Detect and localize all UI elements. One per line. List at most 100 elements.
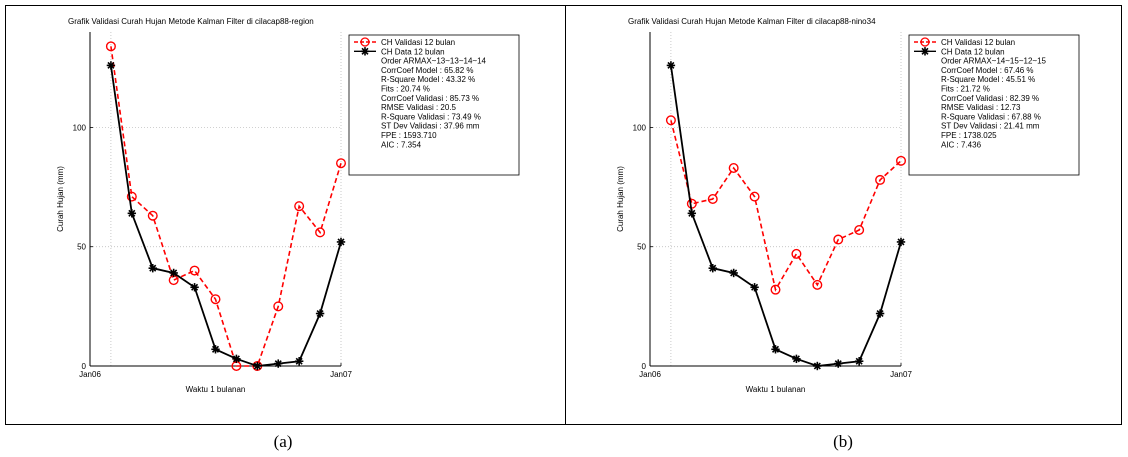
star-stroke (876, 309, 884, 318)
x-tick-label: Jan06 (79, 370, 101, 379)
star-stroke (709, 264, 717, 272)
series-0-point (749, 191, 760, 202)
legend-entry: CH Validasi 12 bulan (941, 38, 1015, 47)
star-stroke (813, 362, 821, 370)
series-0-point (707, 193, 718, 204)
x-axis-label: Waktu 1 bulanan (746, 385, 806, 394)
series-1-point (315, 309, 325, 318)
series-1-point (813, 361, 822, 371)
legend-info-line: ST Dev Validasi : 21.41 mm (941, 122, 1040, 131)
series-1-point (127, 209, 137, 218)
legend-info-line: R-Square Model : 45.51 % (941, 75, 1035, 84)
series-1-point (729, 268, 738, 278)
star-stroke (211, 345, 220, 353)
series-0-point (147, 210, 158, 221)
series-line-0 (110, 46, 342, 367)
series-0-point (728, 162, 739, 173)
y-tick-label: 50 (77, 243, 86, 252)
legend-info-line: RMSE Validasi : 20.5 (381, 103, 457, 112)
series-1-point (253, 361, 262, 371)
chart-title: Grafik Validasi Curah Hujan Metode Kalma… (68, 17, 314, 26)
series-0-point (665, 115, 676, 126)
series-1-point (750, 283, 759, 292)
series-1-point (792, 354, 801, 364)
legend-entry: CH Data 12 bulan (381, 47, 445, 56)
series-0-point (812, 279, 823, 290)
star-stroke (128, 209, 136, 217)
star-stroke (191, 283, 199, 291)
star-stroke (274, 360, 282, 368)
y-tick-label: 50 (637, 243, 646, 252)
series-1-point (336, 237, 346, 247)
chart-a-svg: Grafik Validasi Curah Hujan Metode Kalma… (56, 17, 520, 394)
legend-box (348, 34, 520, 176)
series-0-point (210, 294, 221, 305)
x-tick-label: Jan07 (890, 370, 912, 379)
legend-info-line: Fits : 20.74 % (381, 85, 430, 94)
series-0-point (770, 284, 781, 295)
series-1-point (687, 209, 697, 218)
legend-entry: CH Validasi 12 bulan (381, 38, 455, 47)
legend-marker (920, 47, 930, 56)
series-0-point (315, 227, 326, 238)
legend-info-line: FPE : 1593.710 (381, 131, 437, 140)
chart-panel-a: Grafik Validasi Curah Hujan Metode Kalma… (5, 5, 565, 425)
series-0-point (854, 225, 865, 236)
chart-b-svg: Grafik Validasi Curah Hujan Metode Kalma… (616, 17, 1080, 394)
legend-box (908, 34, 1080, 176)
x-tick-label: Jan06 (639, 370, 661, 379)
star-stroke (316, 309, 324, 318)
legend-info-line: RMSE Validasi : 12.73 (941, 103, 1021, 112)
series-1-point (666, 61, 676, 70)
star-stroke (751, 283, 759, 291)
chart-title: Grafik Validasi Curah Hujan Metode Kalma… (628, 17, 876, 26)
legend-info-line: AIC : 7.354 (381, 140, 422, 149)
x-tick-label: Jan07 (330, 370, 352, 379)
series-0-point (336, 158, 347, 169)
series-1-point (854, 357, 864, 366)
series-1-point (169, 268, 178, 278)
legend-info-line: AIC : 7.436 (941, 140, 982, 149)
star-stroke (897, 238, 905, 246)
star-stroke (688, 209, 696, 217)
star-stroke (253, 362, 261, 370)
series-0-point (105, 41, 116, 52)
series-0-point (294, 201, 305, 212)
legend-marker (360, 47, 370, 56)
series-1-point (896, 237, 906, 247)
legend-info-line: CorrCoef Model : 67.46 % (941, 66, 1034, 75)
star-stroke (834, 360, 842, 368)
star-stroke (921, 47, 929, 55)
star-stroke (361, 47, 369, 55)
legend-info-line: CorrCoef Model : 65.82 % (381, 66, 474, 75)
series-0-point (896, 155, 907, 166)
star-stroke (232, 355, 240, 363)
caption-b: (b) (833, 432, 853, 451)
y-tick-label: 0 (642, 362, 647, 371)
series-1-point (274, 359, 283, 368)
legend-info-line: FPE : 1738.025 (941, 131, 997, 140)
y-tick-label: 0 (82, 362, 87, 371)
series-1-point (148, 263, 157, 273)
legend-info-line: R-Square Validasi : 73.49 % (381, 112, 481, 121)
series-0-point (791, 248, 802, 259)
star-stroke (667, 61, 675, 69)
star-stroke (337, 238, 345, 246)
plot-area (650, 32, 901, 366)
chart-panel-b: Grafik Validasi Curah Hujan Metode Kalma… (565, 5, 1122, 425)
series-1-point (294, 357, 304, 366)
series-0-point (189, 265, 200, 276)
legend-marker (360, 37, 370, 47)
series-line-1 (110, 65, 342, 367)
series-1-point (232, 354, 241, 364)
series-1-point (190, 283, 199, 292)
star-stroke (295, 357, 303, 365)
legend-info-line: Order ARMAX~13~13~14~14 (381, 57, 487, 66)
star-stroke (149, 264, 157, 272)
legend-entry: CH Data 12 bulan (941, 47, 1005, 56)
legend-marker (920, 37, 930, 47)
star-stroke (170, 269, 178, 277)
legend-info-line: R-Square Validasi : 67.88 % (941, 112, 1041, 121)
series-1-point (875, 309, 885, 318)
star-stroke (730, 269, 738, 277)
